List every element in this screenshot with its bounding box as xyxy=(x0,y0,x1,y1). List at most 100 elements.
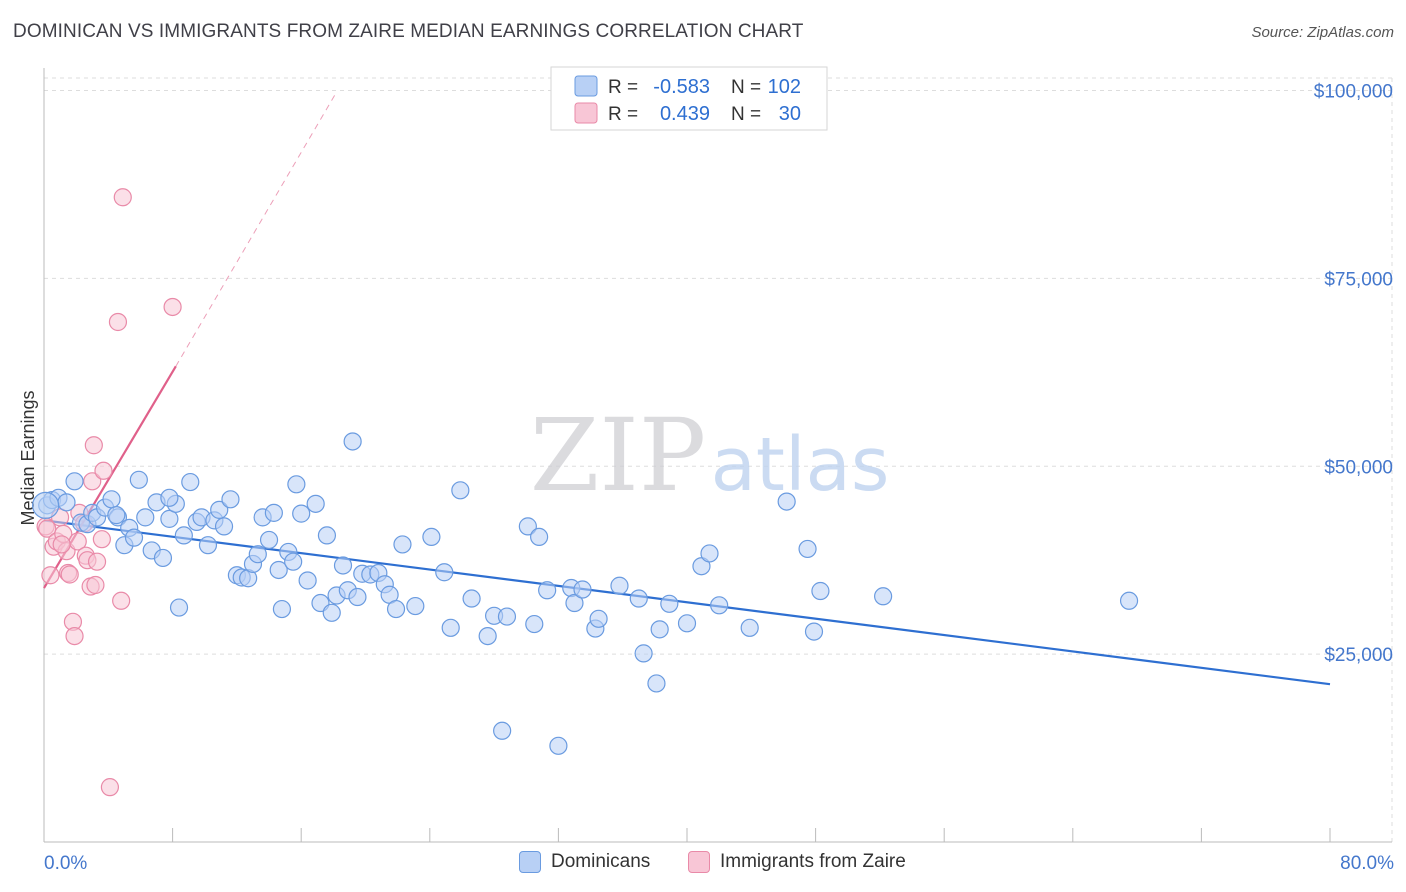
trend-lines xyxy=(43,91,1331,686)
dominican-point xyxy=(1119,591,1139,610)
zaire-point xyxy=(83,472,102,491)
dominican-point xyxy=(102,490,121,509)
dominican-point xyxy=(710,596,729,615)
dominican-points xyxy=(32,432,1139,755)
y-tick-label: $75,000 xyxy=(1324,269,1393,290)
watermark-atlas: atlas xyxy=(711,422,890,508)
legend-item-zaire: Immigrants from Zaire xyxy=(688,851,906,873)
dominican-point xyxy=(538,581,557,600)
zaire-point xyxy=(41,566,60,585)
dominican-point xyxy=(198,536,218,555)
zaire-point xyxy=(38,519,57,538)
dominican-point xyxy=(221,490,240,509)
y-tick-label: $50,000 xyxy=(1324,457,1393,478)
dominican-point xyxy=(406,596,425,616)
dominican-point xyxy=(451,481,470,500)
zaire-point xyxy=(113,188,132,207)
zaire-point xyxy=(65,627,84,646)
dominican-point xyxy=(317,526,337,545)
dominican-point xyxy=(549,736,568,755)
dominican-point xyxy=(272,599,292,619)
dominican-point xyxy=(497,607,517,626)
dominican-point xyxy=(700,544,719,563)
dominican-point xyxy=(740,618,759,637)
dominican-point xyxy=(798,539,817,559)
dominican-point xyxy=(647,674,666,693)
dominican-point xyxy=(57,493,76,512)
dominican-point-large xyxy=(32,491,60,519)
dominican-point xyxy=(386,599,406,619)
dominican-point xyxy=(153,548,173,568)
zaire-point xyxy=(87,552,107,571)
dominican-point xyxy=(589,609,608,628)
x-tick-label-max: 80.0% xyxy=(1340,853,1394,874)
dominican-point xyxy=(174,526,193,545)
dominican-point xyxy=(435,563,454,582)
dominican-point xyxy=(518,517,537,536)
zaire-trend-extension xyxy=(175,91,337,367)
dominican-point xyxy=(493,721,512,740)
dominican-point xyxy=(530,527,549,547)
dominican-point xyxy=(298,571,317,590)
dominican-point xyxy=(565,593,584,613)
legend-swatch-zaire xyxy=(688,851,710,873)
legend-swatch-pink xyxy=(574,102,598,124)
dominican-point xyxy=(811,581,830,601)
dominican-point xyxy=(248,545,267,564)
legend-item-dominicans: Dominicans xyxy=(519,851,650,873)
watermark: ZIP atlas xyxy=(530,397,890,514)
dominican-point xyxy=(259,530,279,550)
x-tick-labels: 0.0% 80.0% xyxy=(44,853,1394,874)
dominican-point xyxy=(804,622,824,641)
zaire-point xyxy=(92,530,111,549)
dominican-point xyxy=(677,614,697,633)
dominican-point xyxy=(269,560,288,580)
zaire-point xyxy=(100,778,120,797)
dominican-point xyxy=(136,508,155,527)
dominican-point xyxy=(65,472,84,491)
dominican-point xyxy=(462,589,481,608)
dominican-point xyxy=(777,492,796,511)
dominican-point xyxy=(214,517,234,536)
dominican-point xyxy=(124,528,144,547)
x-tick-label-min: 0.0% xyxy=(44,853,87,874)
zaire-point xyxy=(94,461,113,480)
legend-swatch-blue xyxy=(574,75,598,97)
dominican-point xyxy=(107,506,126,525)
chart-title: DOMINICAN VS IMMIGRANTS FROM ZAIRE MEDIA… xyxy=(13,21,804,42)
dominican-point xyxy=(322,603,341,622)
dominican-point xyxy=(478,627,497,646)
legend-label-dominicans: Dominicans xyxy=(551,851,651,872)
dominican-point xyxy=(284,552,303,571)
legend-swatch-dominicans xyxy=(519,851,541,873)
source-label: Source: ZipAtlas.com xyxy=(1251,24,1394,41)
dominican-point xyxy=(169,598,189,617)
zaire-point xyxy=(163,297,182,317)
dominican-point xyxy=(333,556,353,575)
y-axis-label: Median Earnings xyxy=(18,390,38,525)
dominican-point xyxy=(292,504,311,523)
dominican-point xyxy=(650,620,669,639)
zaire-point xyxy=(60,565,79,584)
dominican-point xyxy=(181,472,200,492)
zaire-point xyxy=(52,535,71,554)
dominican-point xyxy=(874,587,893,606)
dominican-point xyxy=(573,580,592,599)
legend-r-label-2: R = xyxy=(608,104,638,125)
dominican-point xyxy=(210,500,229,519)
dominican-point xyxy=(629,589,648,608)
legend-n-label-1: N = xyxy=(731,77,761,98)
dominican-point xyxy=(306,494,325,513)
dominican-point xyxy=(264,503,283,522)
dominican-point xyxy=(692,557,711,576)
dominican-point xyxy=(422,527,441,547)
legend-r-value-1: -0.583 xyxy=(653,76,710,98)
legend-n-value-1: 102 xyxy=(768,76,801,98)
legend-top: R = -0.583 N = 102 R = 0.439 N = 30 xyxy=(550,66,828,131)
dominican-point xyxy=(634,644,653,663)
dominican-point xyxy=(160,488,179,507)
axes xyxy=(43,68,1392,843)
legend-n-value-2: 30 xyxy=(779,103,801,125)
y-tick-label: $100,000 xyxy=(1314,82,1393,103)
dominican-point xyxy=(660,594,679,613)
